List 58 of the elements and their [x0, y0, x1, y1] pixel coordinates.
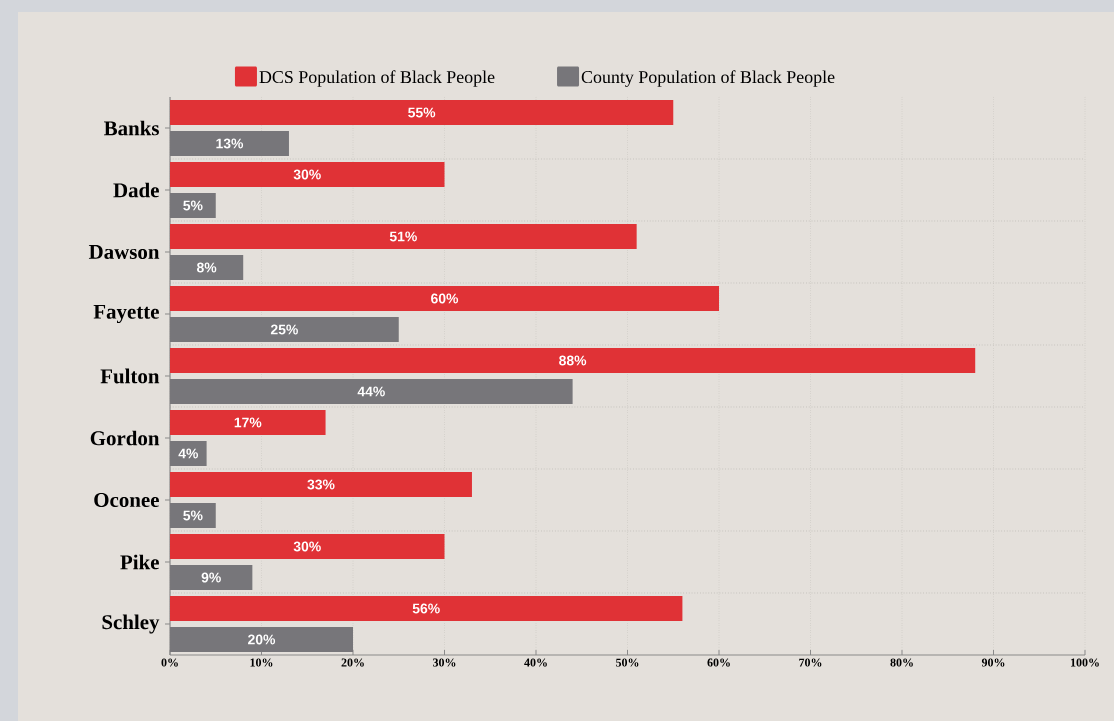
legend-label: DCS Population of Black People [259, 70, 495, 87]
y-tick-label: Dawson [88, 245, 160, 259]
data-label: 5% [183, 200, 203, 211]
x-tick-label: 80% [890, 658, 913, 667]
bar [170, 131, 289, 156]
x-tick-label: 60% [707, 658, 730, 667]
y-tick-label: Oconee [94, 492, 159, 508]
y-tick-label: Schley [102, 614, 160, 634]
bar [170, 564, 253, 590]
bar [170, 317, 399, 342]
bar [170, 440, 207, 466]
y-tick-label: Dade [113, 182, 159, 198]
bar [170, 533, 445, 559]
x-tick-label: 100% [1071, 658, 1099, 667]
x-tick-label: 70% [799, 658, 822, 667]
x-tick-label: 0% [161, 658, 178, 667]
bar [170, 409, 326, 435]
x-tick-label: 20% [341, 658, 364, 667]
bar [170, 471, 472, 497]
bar [170, 595, 683, 621]
y-tick-label: Gordon [90, 430, 160, 446]
data-label: 25% [270, 324, 298, 335]
data-label: 30% [293, 169, 321, 180]
data-label: 30% [293, 541, 321, 552]
bar [170, 223, 637, 249]
bar [170, 162, 445, 187]
data-label: 17% [234, 417, 262, 428]
bar [170, 626, 354, 652]
data-label: 4% [178, 448, 199, 459]
x-tick-label: 10% [250, 658, 273, 667]
legend-label: County Population of Black People [581, 70, 835, 87]
data-label: 20% [248, 634, 276, 645]
x-tick-label: 30% [433, 658, 456, 667]
y-tick-label: Fayette [93, 304, 159, 324]
data-label: 13% [216, 138, 244, 149]
bar [170, 193, 216, 218]
data-label: 55% [408, 107, 436, 118]
bar [170, 100, 674, 125]
data-label: 60% [431, 293, 459, 304]
bar [170, 255, 244, 280]
data-label: 8% [196, 262, 217, 273]
x-tick-label: 50% [616, 658, 639, 667]
bar [170, 378, 573, 404]
bar [170, 285, 720, 311]
y-tick-label: Fulton [100, 368, 160, 384]
data-label: 33% [307, 479, 335, 490]
bar [170, 502, 216, 528]
data-label: 5% [183, 510, 203, 521]
data-label: 9% [201, 572, 221, 583]
data-label: 88% [559, 355, 587, 366]
x-tick-label: 90% [981, 658, 1005, 667]
data-label: 51% [389, 231, 417, 242]
x-tick-label: 40% [524, 658, 547, 667]
bar [170, 347, 976, 373]
data-label: 44% [357, 386, 385, 397]
data-label: 56% [412, 603, 440, 614]
y-tick-label: Banks [104, 120, 159, 136]
y-tick-label: Pike [120, 554, 159, 570]
